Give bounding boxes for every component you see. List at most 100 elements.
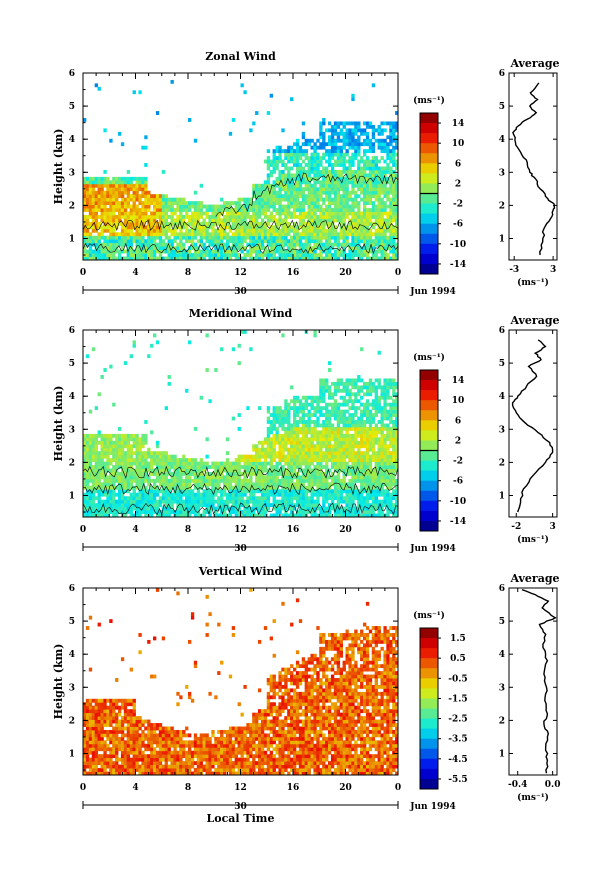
heatmap-cell [392, 208, 395, 212]
heatmap-cell [311, 212, 314, 216]
heatmap-cell [270, 482, 273, 486]
heatmap-cell [106, 510, 109, 514]
heatmap-cell [278, 417, 281, 421]
heatmap-cell [127, 201, 130, 205]
heatmap-cell [354, 441, 357, 445]
heatmap-cell [86, 187, 89, 191]
heatmap-cell [136, 187, 139, 191]
heatmap-cell [208, 493, 211, 497]
heatmap-cell [115, 479, 118, 483]
heatmap-cell [89, 410, 92, 414]
heatmap-cell [281, 448, 284, 452]
heatmap-cell [203, 510, 206, 514]
heatmap-cell [319, 482, 322, 486]
heatmap-cell [308, 139, 311, 143]
heatmap-cell [305, 403, 308, 407]
heatmap-cell [311, 160, 314, 164]
heatmap-cell [92, 434, 95, 438]
heatmap-cell [112, 229, 115, 233]
heatmap-cell [243, 500, 246, 504]
heatmap-cell [354, 212, 357, 216]
heatmap-cell [354, 146, 357, 150]
heatmap-cell [354, 222, 357, 226]
heatmap-cell [147, 208, 150, 212]
heatmap-cell [127, 437, 130, 441]
heatmap-cell [226, 232, 229, 236]
heatmap-cell [322, 153, 325, 157]
heatmap-cell [278, 218, 281, 222]
heatmap-cell [197, 489, 200, 493]
heatmap-cell [360, 132, 363, 136]
heatmap-cell [357, 458, 360, 462]
heatmap-cell [296, 424, 299, 428]
heatmap-cell [138, 469, 141, 473]
heatmap-cell [311, 232, 314, 236]
heatmap-cell [308, 239, 311, 243]
heatmap-cell [351, 448, 354, 452]
heatmap-cell [101, 187, 104, 191]
heatmap-cell [360, 215, 363, 219]
heatmap-cell [226, 437, 229, 441]
heatmap-cell [258, 441, 261, 445]
heatmap-cell [343, 434, 346, 438]
heatmap-cell [133, 215, 136, 219]
heatmap-cell [369, 201, 372, 205]
heatmap-cell [235, 493, 238, 497]
heatmap-cell [261, 510, 264, 514]
heatmap-cell [165, 218, 168, 222]
heatmap-cell [109, 198, 112, 202]
heatmap-cell [118, 489, 121, 493]
heatmap-cell [159, 208, 162, 212]
heatmap-cell [127, 458, 130, 462]
heatmap-cell [363, 201, 366, 205]
heatmap-cell [168, 198, 171, 202]
heatmap-cell [95, 444, 98, 448]
heatmap-cell [337, 500, 340, 504]
heatmap-cell [351, 187, 354, 191]
heatmap-cell [308, 437, 311, 441]
heatmap-cell [138, 448, 141, 452]
heatmap-cell [235, 229, 238, 233]
heatmap-cell [214, 500, 217, 504]
heatmap-cell [278, 489, 281, 493]
heatmap-cell [308, 475, 311, 479]
heatmap-cell [103, 441, 106, 445]
heatmap-cell [176, 201, 179, 205]
heatmap-cell [302, 180, 305, 184]
heatmap-cell [331, 180, 334, 184]
heatmap-cell [214, 368, 217, 372]
heatmap-cell [168, 250, 171, 254]
profile-title: Average [509, 57, 559, 70]
heatmap-cell [241, 218, 244, 222]
heatmap-cell [278, 160, 281, 164]
heatmap-cell [273, 437, 276, 441]
heatmap-cell [252, 510, 255, 514]
heatmap-cell [191, 493, 194, 497]
heatmap-cell [141, 232, 144, 236]
heatmap-cell [258, 205, 261, 209]
heatmap-cell [366, 135, 369, 139]
heatmap-cell [348, 451, 351, 455]
heatmap-cell [331, 198, 334, 202]
heatmap-cell [375, 218, 378, 222]
heatmap-cell [89, 479, 92, 483]
heatmap-cell [337, 496, 340, 500]
heatmap-cell [92, 458, 95, 462]
heatmap-cell [392, 218, 395, 222]
heatmap-cell [95, 239, 98, 243]
heatmap-cell [243, 232, 246, 236]
heatmap-cell [334, 385, 337, 389]
heatmap-cell [378, 205, 381, 209]
heatmap-cell [153, 201, 156, 205]
heatmap-cell [357, 218, 360, 222]
heatmap-cell [197, 500, 200, 504]
heatmap-cell [150, 198, 153, 202]
heatmap-cell [98, 472, 101, 476]
heatmap-cell [360, 232, 363, 236]
heatmap-cell [383, 229, 386, 233]
heatmap-cell [311, 170, 314, 174]
heatmap-cell [147, 191, 150, 195]
heatmap-cell [92, 482, 95, 486]
heatmap-cell [389, 198, 392, 202]
